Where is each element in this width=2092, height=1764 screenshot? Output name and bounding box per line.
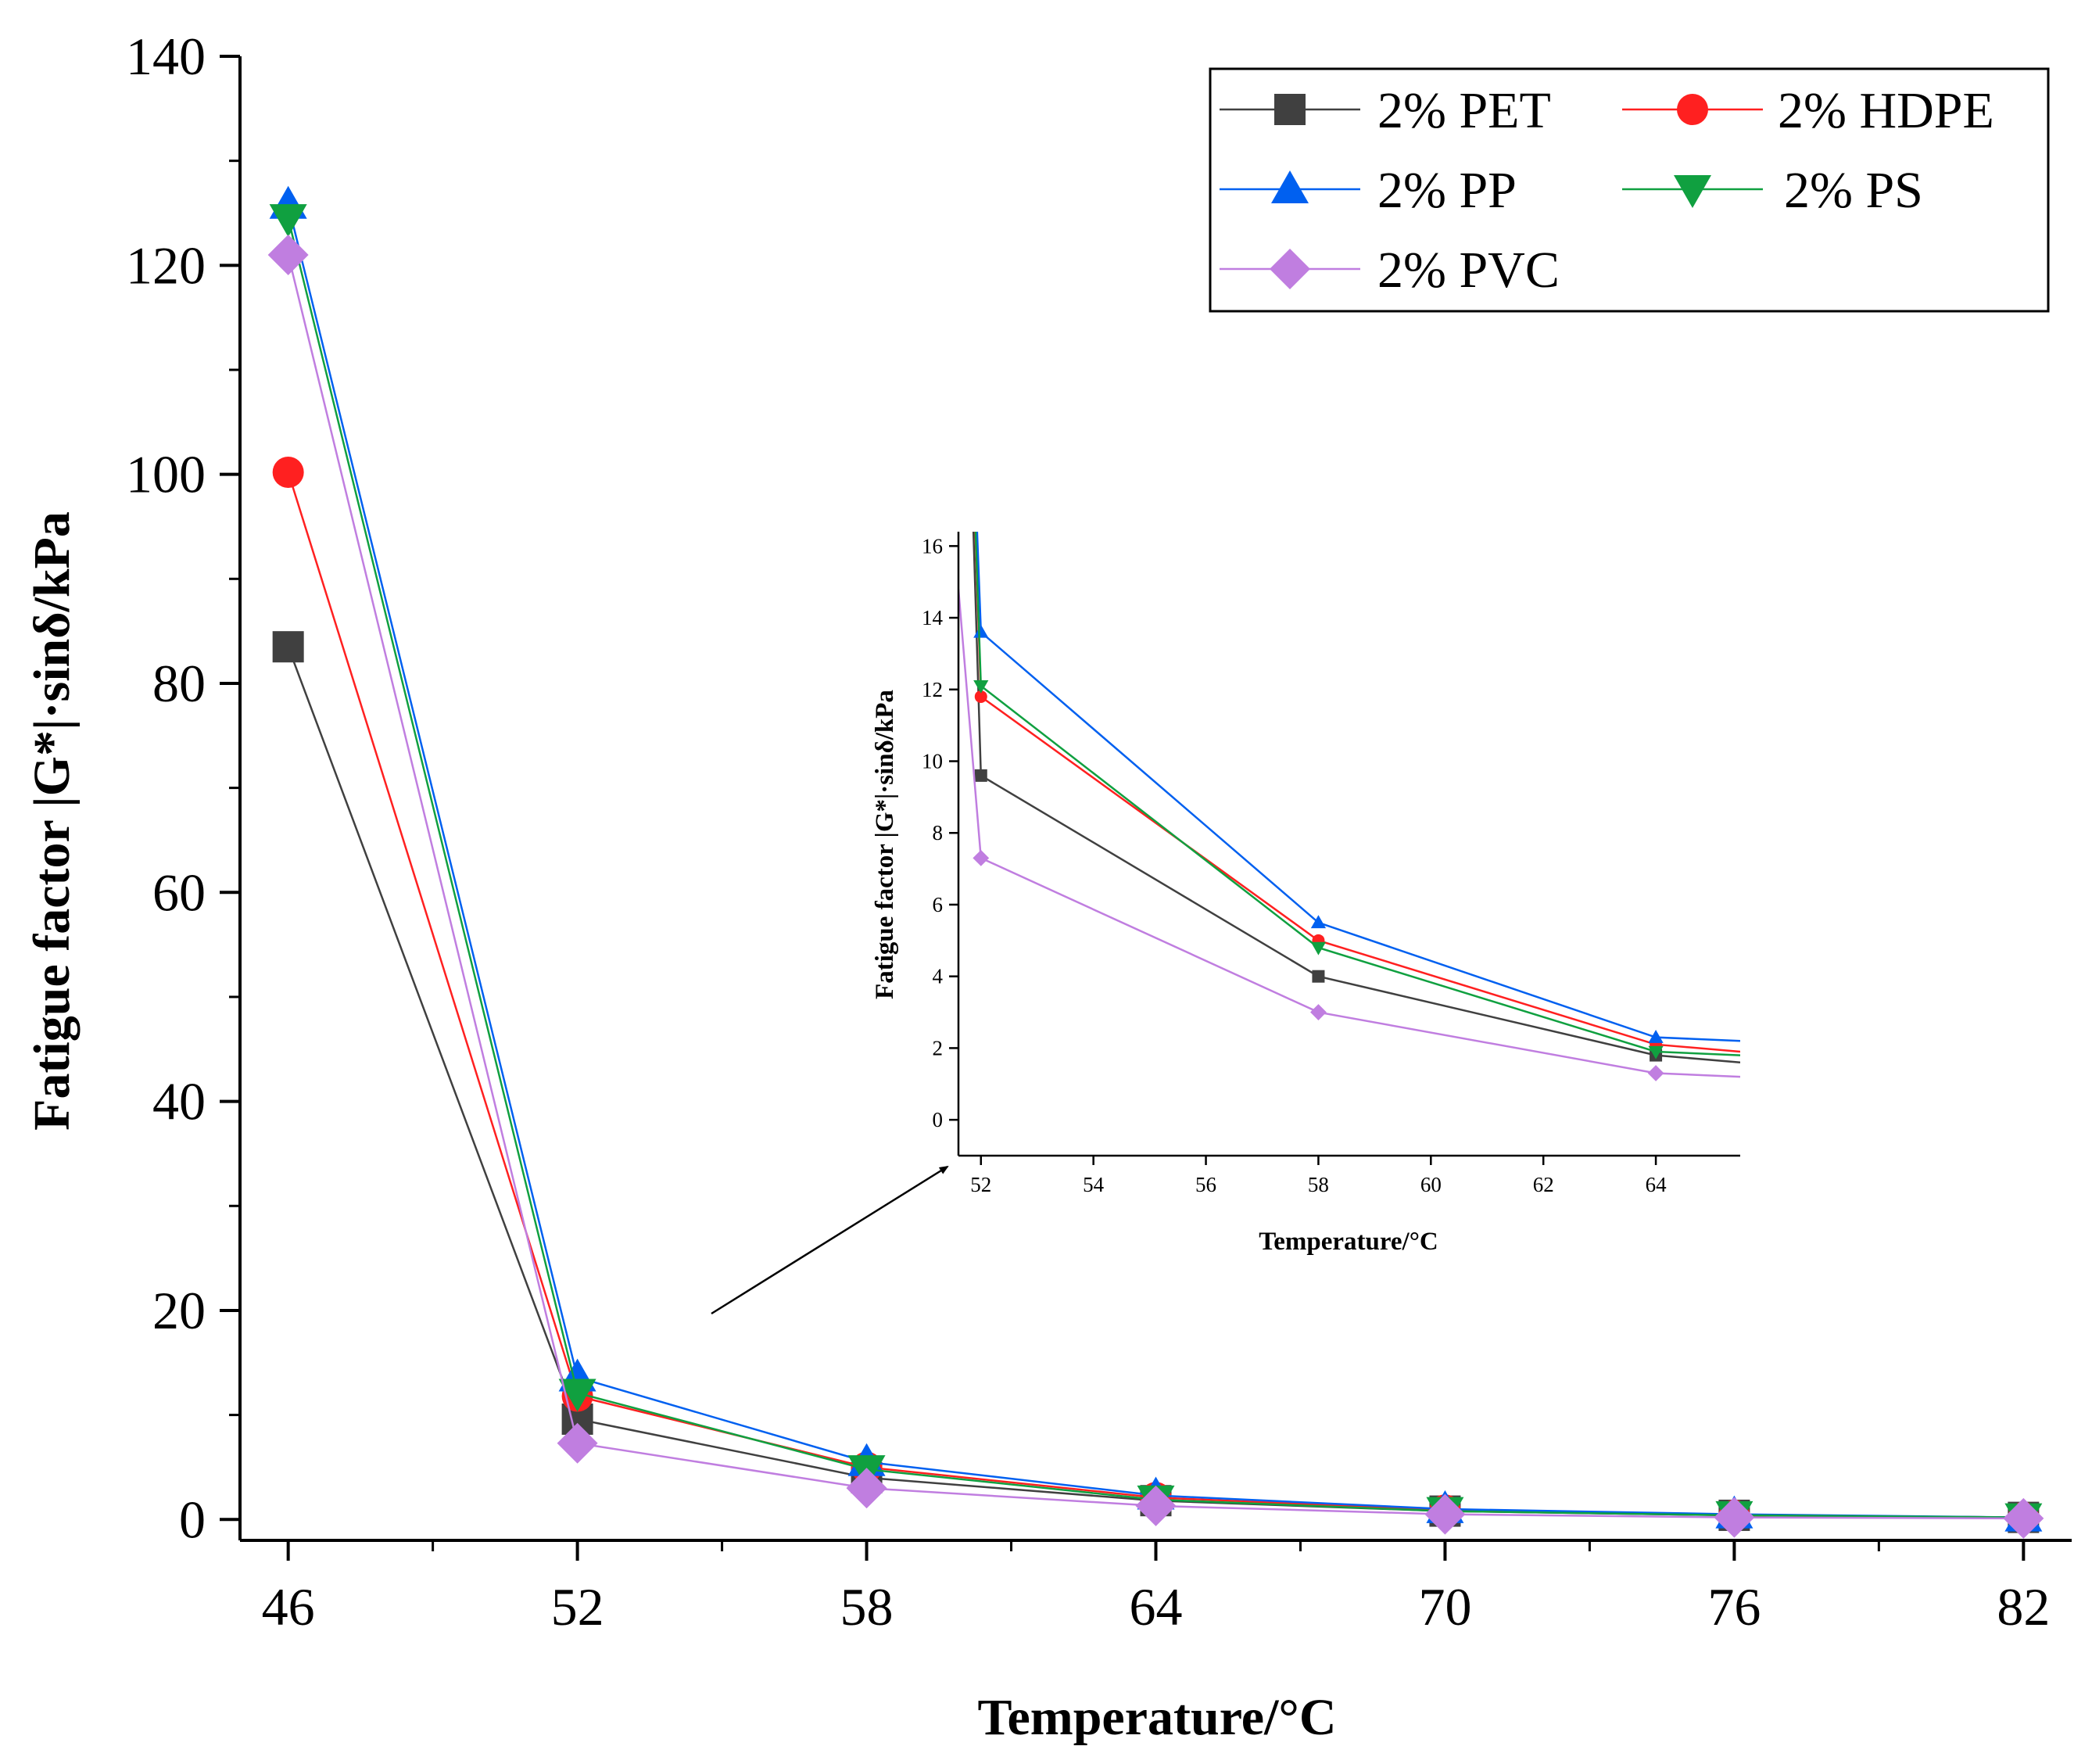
data-point (846, 1468, 887, 1509)
inset-y-tick-label: 16 (922, 534, 943, 558)
legend-label: 2% PET (1377, 82, 1551, 139)
inset-y-tick-label: 0 (933, 1108, 944, 1131)
main-y-tick-label: 60 (152, 862, 206, 922)
legend: 2% PET 2% HDPE 2% PP 2% PS 2% PVC (1209, 67, 2050, 313)
inset-plot: 52 54 56 58 60 62 64 0 2 4 6 8 10 12 14 16 Temperature/… (871, 532, 1740, 1256)
inset-y-axis-title: Fatigue factor |G*|·sinδ/kPa (871, 690, 899, 999)
legend-item: 2% PS (1622, 162, 1923, 219)
legend-marker (1674, 175, 1711, 208)
series-line (287, 254, 2024, 1520)
inset-x-tick-label: 64 (1646, 1173, 1668, 1196)
data-point (558, 1379, 596, 1412)
inset-x-tick-label: 58 (1308, 1173, 1329, 1196)
main-y-tick-label: 80 (152, 654, 206, 713)
inset-data-point (1310, 941, 1327, 956)
inset-y-tick-label: 10 (922, 750, 943, 773)
inset-x-tick-label: 54 (1083, 1173, 1105, 1196)
data-point (272, 631, 304, 663)
main-y-axis-title: Fatigue factor |G*|·sinδ/kPa (23, 511, 81, 1131)
series-2-hdpe (272, 456, 2040, 1533)
inset-data-point (973, 680, 989, 694)
data-point (272, 456, 304, 488)
main-y-tick-label: 100 (126, 445, 206, 504)
legend-item: 2% HDPE (1622, 82, 1994, 139)
inset-x-tick-label: 56 (1195, 1173, 1216, 1196)
legend-label: 2% PP (1377, 162, 1517, 219)
legend-label: 2% PVC (1377, 242, 1560, 299)
inset-ticks (949, 545, 1657, 1165)
inset-x-tick-label: 60 (1420, 1173, 1442, 1196)
inset-data-point (974, 769, 987, 782)
inset-series-2-pvc (958, 589, 1740, 1081)
inset-data-point (1647, 1065, 1664, 1081)
main-x-tick-label: 82 (1997, 1577, 2050, 1637)
inset-series-2-pp (973, 532, 1740, 1043)
legend-label: 2% HDPE (1778, 82, 1994, 139)
inset-x-axis-title: Temperature/°C (1259, 1228, 1438, 1256)
main-x-tick-label: 52 (551, 1577, 604, 1637)
inset-series (958, 532, 1740, 1081)
main-x-tick-label: 64 (1130, 1577, 1183, 1637)
inset-y-tick-label: 12 (922, 678, 943, 701)
series-2-pet (272, 631, 2040, 1533)
data-point (1135, 1485, 1177, 1526)
inset-y-tick-label: 8 (933, 821, 944, 844)
legend-marker (1270, 249, 1310, 289)
main-x-tick-label: 70 (1418, 1577, 1471, 1637)
main-x-tick-label: 76 (1707, 1577, 1761, 1637)
series-2-pp (269, 185, 2043, 1532)
main-y-tick-label: 0 (179, 1490, 206, 1549)
inset-x-tick-label: 52 (970, 1173, 991, 1196)
zoom-arrow (711, 1165, 949, 1315)
inset-data-point (1648, 1030, 1664, 1043)
inset-data-point (1312, 970, 1325, 983)
legend-label: 2% PS (1784, 162, 1923, 219)
inset-data-point (1648, 1045, 1664, 1059)
data-point (1424, 1493, 1466, 1535)
legend-marker (1677, 94, 1708, 125)
main-y-tick-label: 120 (126, 235, 206, 295)
data-point (1714, 1497, 1755, 1538)
legend-marker (1274, 94, 1306, 125)
main-x-axis-title: Temperature/°C (977, 1689, 1336, 1746)
data-point (2003, 1497, 2044, 1539)
data-point (267, 234, 309, 275)
inset-x-tick-label: 62 (1533, 1173, 1554, 1196)
main-y-tick-label: 20 (152, 1281, 206, 1340)
main-y-tick-label: 40 (152, 1072, 206, 1131)
inset-data-point (973, 624, 989, 638)
legend-marker (1271, 170, 1309, 203)
inset-y-tick-label: 2 (933, 1036, 944, 1059)
legend-item: 2% PET (1220, 82, 1551, 139)
inset-data-point (1310, 1004, 1327, 1020)
series-line (287, 471, 2024, 1518)
main-x-tick-label: 46 (262, 1577, 315, 1637)
inset-series-2-ps (973, 532, 1740, 1059)
inset-data-point (973, 849, 990, 866)
series-line (287, 646, 2024, 1518)
main-x-tick-label: 58 (840, 1577, 894, 1637)
inset-y-tick-label: 6 (933, 893, 944, 916)
inset-data-point (1310, 915, 1327, 929)
data-point (557, 1422, 598, 1464)
data-point (269, 204, 307, 238)
inset-tick-labels: 52 54 56 58 60 62 64 0 2 4 6 8 10 12 14 16 (922, 534, 1667, 1196)
main-series (267, 185, 2044, 1539)
inset-data-point (974, 690, 987, 703)
legend-item: 2% PP (1220, 162, 1517, 219)
main-y-tick-label: 140 (126, 27, 206, 86)
series-2-pvc (267, 234, 2044, 1539)
series-2-ps (269, 204, 2043, 1536)
inset-y-tick-label: 14 (922, 606, 944, 629)
legend-item: 2% PVC (1220, 242, 1560, 299)
main-ticks (220, 55, 2026, 1561)
inset-y-tick-label: 4 (933, 965, 944, 988)
